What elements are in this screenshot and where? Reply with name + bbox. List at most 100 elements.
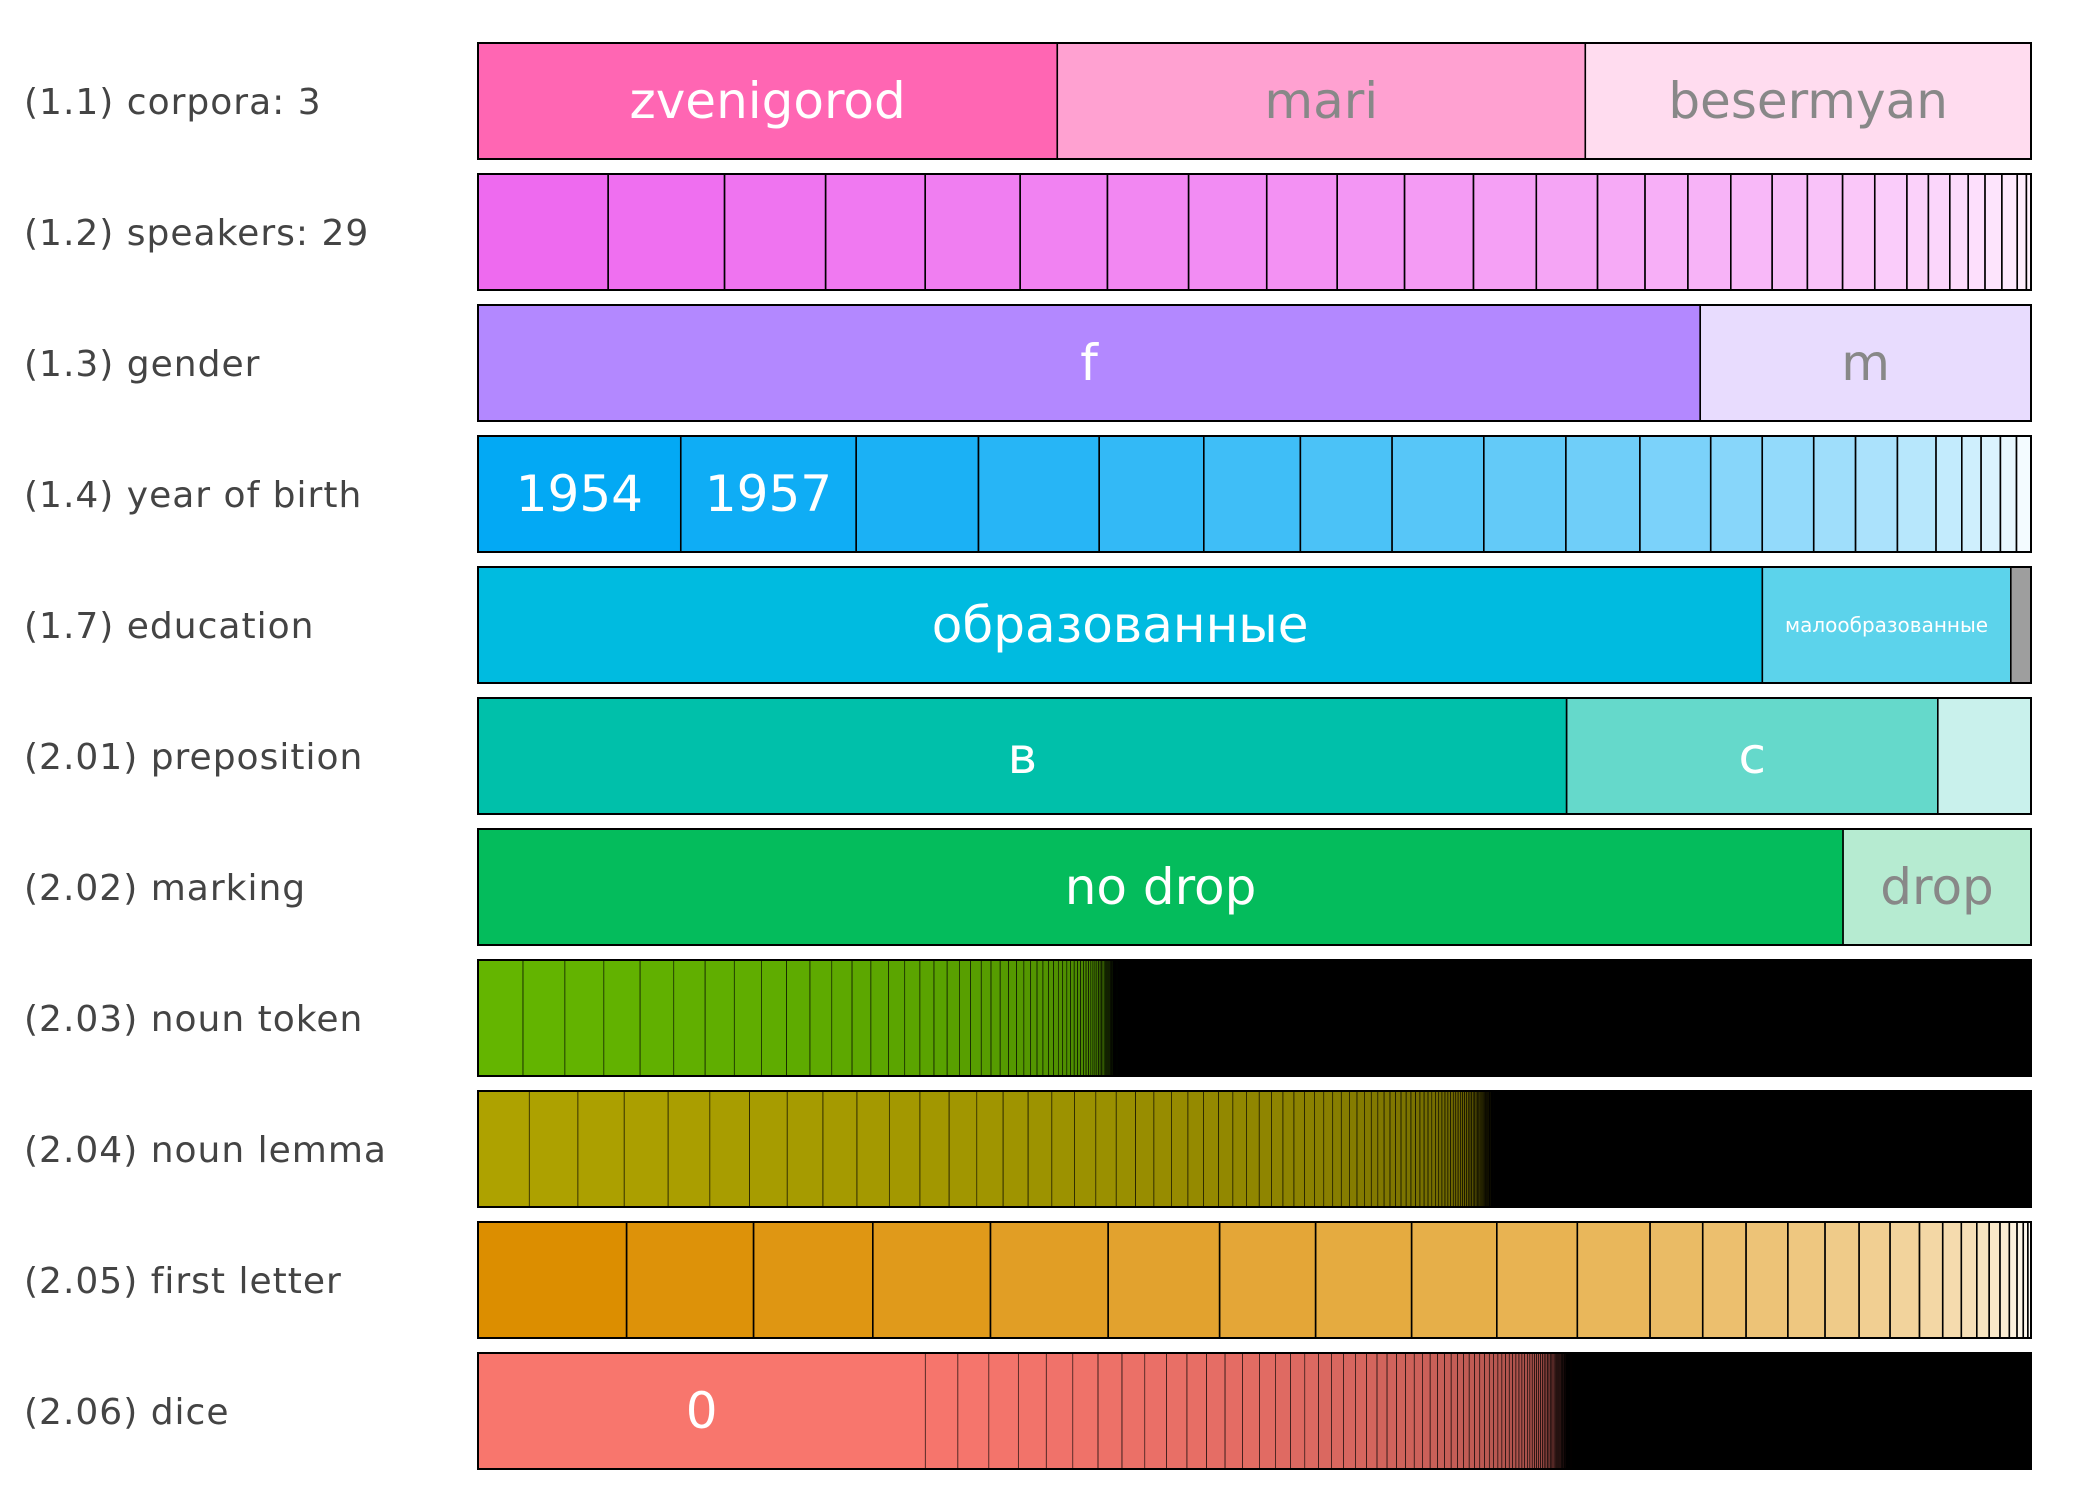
segment-4 — [872, 1221, 992, 1339]
segment-3 — [1937, 697, 2032, 815]
segment-24 — [999, 959, 1009, 1077]
segment-label: 0 — [686, 1382, 718, 1440]
segment-11 — [1576, 1221, 1651, 1339]
segment-15 — [1854, 435, 1899, 553]
segment-42 — [1377, 1090, 1385, 1208]
segment-12 — [1186, 1352, 1207, 1470]
segment-label: mari — [1264, 72, 1378, 130]
segment-7 — [1106, 173, 1190, 291]
chart-row-3: (1.3) gender f m — [24, 304, 2032, 422]
segment-37 — [1073, 959, 1078, 1077]
segment-43 — [1090, 959, 1094, 1077]
segment-22 — [980, 959, 992, 1077]
chart-row-9: (2.04) noun lemma — [24, 1090, 2032, 1208]
segment-38 — [1349, 1090, 1358, 1208]
segment-34 — [1062, 959, 1068, 1077]
segment-25 — [1967, 173, 1986, 291]
segment-32 — [1053, 959, 1059, 1077]
segment-26 — [1016, 959, 1025, 1077]
segment-5 — [639, 959, 675, 1077]
segment-14 — [1596, 173, 1646, 291]
segment-57 — [1444, 1090, 1449, 1208]
segment-mari — [1056, 42, 1587, 160]
segment-0 — [477, 1352, 926, 1470]
segment-20 — [1941, 1221, 1963, 1339]
segment-15 — [888, 959, 906, 1077]
segment-27 — [1023, 959, 1032, 1077]
segment-30 — [1422, 1352, 1431, 1470]
segment-6 — [1107, 1221, 1221, 1339]
segment-27 — [1232, 1090, 1247, 1208]
segment-16 — [1824, 1221, 1860, 1339]
segment-47 — [1512, 1352, 1517, 1470]
segment-42 — [1493, 1352, 1499, 1470]
segment-label: drop — [1880, 858, 1994, 916]
segment-15 — [1644, 173, 1689, 291]
segment-32 — [1437, 1352, 1445, 1470]
segment-36 — [1463, 1352, 1470, 1470]
segment-2 — [625, 1221, 755, 1339]
segment-56 — [1441, 1090, 1446, 1208]
segment-33 — [1304, 1090, 1315, 1208]
segment-1 — [477, 1090, 530, 1208]
segment-52 — [1527, 1352, 1531, 1470]
chart-row-10: (2.05) first letter — [24, 1221, 2032, 1339]
chart-row-7: (2.02) marking no drop drop — [24, 828, 2032, 946]
segment-23 — [1988, 1221, 2001, 1339]
segment-38 — [1474, 1352, 1481, 1470]
segment-20 — [1115, 1090, 1136, 1208]
segment-10 — [786, 959, 811, 1077]
segment-label: besermyan — [1668, 72, 1948, 130]
segment-31 — [1429, 1352, 1438, 1470]
row-label: (1.4) year of birth — [24, 475, 362, 516]
segment-3 — [577, 1090, 625, 1208]
segment-m — [1699, 304, 2032, 422]
segment-51 — [1423, 1090, 1429, 1208]
chart-row-6: (2.01) preposition в с — [24, 697, 2032, 815]
segment-label: малообразованные — [1785, 613, 1988, 637]
segment-label: 1954 — [516, 465, 643, 523]
segment-62 — [1457, 1090, 1461, 1208]
segment-6 — [1203, 435, 1302, 553]
segment-12 — [919, 1090, 950, 1208]
segment-43 — [1497, 1352, 1503, 1470]
segment-50 — [1419, 1090, 1425, 1208]
segment-8 — [1314, 1221, 1413, 1339]
segment-61 — [1455, 1090, 1459, 1208]
bar-frame — [477, 42, 2032, 160]
bar-frame — [477, 566, 2032, 684]
segment-11 — [1639, 435, 1712, 553]
segment-12 — [1649, 1221, 1704, 1339]
segment-28 — [1405, 1352, 1415, 1470]
segment-7 — [1072, 1352, 1099, 1470]
segment-52 — [1427, 1090, 1433, 1208]
segment-30 — [1042, 959, 1049, 1077]
segment-2 — [528, 1090, 579, 1208]
segment-8 — [1391, 435, 1485, 553]
segment-22 — [1906, 173, 1930, 291]
segment-26 — [2016, 1221, 2025, 1339]
segment-64 — [1462, 1090, 1465, 1208]
segment-48 — [1410, 1090, 1416, 1208]
segment-18 — [1074, 1090, 1097, 1208]
segment-label: образованные — [932, 596, 1309, 654]
segment-12 — [831, 959, 853, 1077]
segment-34 — [1450, 1352, 1458, 1470]
segment-18 — [1290, 1352, 1306, 1470]
segment-30 — [1271, 1090, 1284, 1208]
segment-17 — [1730, 173, 1773, 291]
segment-59 — [1450, 1090, 1454, 1208]
segment-47 — [1405, 1090, 1412, 1208]
segment-33 — [1444, 1352, 1452, 1470]
segment-39 — [1356, 1090, 1365, 1208]
segment-малообразованные — [1761, 566, 2012, 684]
segment-16 — [1259, 1352, 1276, 1470]
segment-3 — [723, 173, 827, 291]
segment-21 — [2015, 435, 2032, 553]
segment-49 — [1415, 1090, 1421, 1208]
segment-28 — [1246, 1090, 1260, 1208]
segment-301 — [1509, 1090, 2032, 1208]
segment-4 — [824, 173, 927, 291]
row-label: (2.02) marking — [24, 868, 306, 909]
bar-frame — [477, 959, 2032, 1077]
